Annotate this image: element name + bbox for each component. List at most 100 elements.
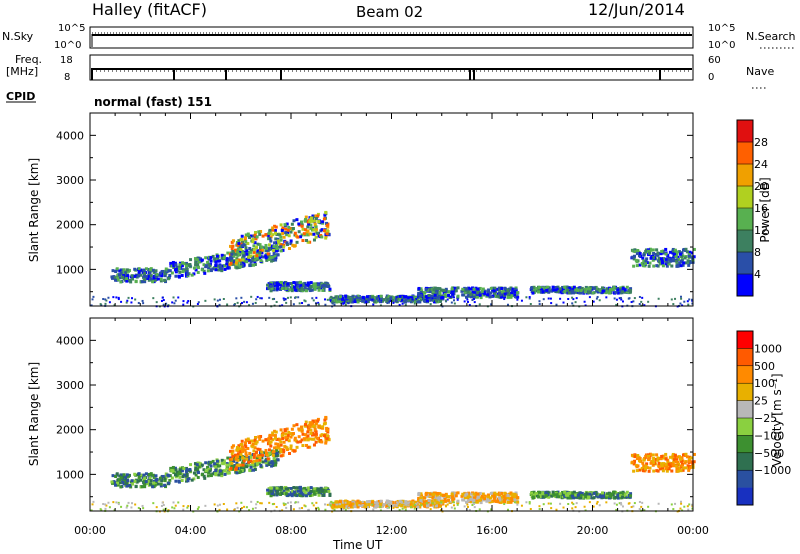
velocity-echo-cell xyxy=(601,494,605,498)
power-echo-cell xyxy=(395,298,399,302)
power-echo-cell xyxy=(164,269,168,273)
power-echo-cell xyxy=(256,295,259,298)
power-echo-cell xyxy=(498,295,502,299)
velocity-echo-cell xyxy=(242,468,246,472)
velocity-echo-cell xyxy=(120,505,123,508)
velocity-echo-cell xyxy=(152,481,156,485)
power-echo-cell xyxy=(659,257,663,261)
power-echo-cell xyxy=(387,298,390,301)
power-echo-cell xyxy=(268,237,272,241)
power-echo-cell xyxy=(161,296,164,299)
power-echo-cell xyxy=(683,300,686,303)
velocity-echo-cell xyxy=(665,469,669,473)
power-echo-cell xyxy=(240,263,244,267)
velocity-echo-cell xyxy=(197,465,201,469)
velocity-echo-cell xyxy=(252,449,256,453)
power-echo-cell xyxy=(237,242,241,246)
velocity-echo-cell xyxy=(642,458,646,462)
velocity-echo-cell xyxy=(243,443,247,447)
power-echo-cell xyxy=(310,232,314,236)
power-echo-cell xyxy=(284,231,288,235)
power-echo-cell xyxy=(644,260,648,264)
power-echo-cell xyxy=(184,272,188,276)
velocity-echo-cell xyxy=(159,484,163,488)
velocity-echo-cell xyxy=(142,473,146,477)
velocity-echo-cell xyxy=(167,509,170,512)
power-echo-cell xyxy=(330,300,334,304)
power-echo-cell xyxy=(256,242,260,246)
velocity-echo-cell xyxy=(314,435,318,439)
power-echo-cell xyxy=(496,294,500,298)
power-echo-cell xyxy=(677,250,681,254)
velocity-echo-cell xyxy=(240,507,243,510)
velocity-echo-cell xyxy=(330,500,333,503)
velocity-echo-cell xyxy=(203,476,207,480)
power-echo-cell xyxy=(429,303,432,306)
velocity-echo-cell xyxy=(160,504,163,507)
power-echo-cell xyxy=(153,278,157,282)
power-echo-cell xyxy=(401,302,404,305)
velocity-echo-cell xyxy=(236,469,240,473)
velocity-echo-cell xyxy=(296,489,300,493)
velocity-echo-cell xyxy=(252,468,256,472)
velocity-echo-cell xyxy=(245,457,249,461)
velocity-echo-cell xyxy=(306,434,310,438)
velocity-echo-cell xyxy=(686,464,690,468)
power-echo-cell xyxy=(297,296,300,299)
power-echo-cell xyxy=(309,281,313,285)
power-echo-cell xyxy=(160,299,163,302)
noise-right-tick-top: 10^5 xyxy=(708,23,735,34)
power-echo-cell xyxy=(317,303,320,306)
power-echo-cell xyxy=(125,277,129,281)
velocity-echo-cell xyxy=(571,501,574,504)
freq-left-tick-top: 18 xyxy=(60,55,73,66)
colorbar-tick-label: 28 xyxy=(754,136,768,149)
velocity-echo-cell xyxy=(253,465,257,469)
velocity-echo-cell xyxy=(255,440,259,444)
power-echo-cell xyxy=(275,281,279,285)
velocity-echo-cell xyxy=(510,499,514,503)
power-echo-cell xyxy=(312,238,316,242)
power-echo-cell xyxy=(443,292,447,296)
velocity-echo-cell xyxy=(312,504,315,507)
velocity-echo-cell xyxy=(689,456,693,460)
power-echo-cell xyxy=(625,285,629,289)
velocity-echo-cell xyxy=(271,438,275,442)
power-echo-cell xyxy=(231,249,235,253)
power-echo-cell xyxy=(282,281,286,285)
velocity-echo-cell xyxy=(642,464,646,468)
power-echo-cell xyxy=(473,296,476,299)
power-echo-cell xyxy=(649,248,653,252)
power-echo-cell xyxy=(587,290,591,294)
velocity-echo-cell xyxy=(303,433,307,437)
velocity-echo-cell xyxy=(249,439,253,443)
velocity-echo-cell xyxy=(540,495,544,499)
power-echo-cell xyxy=(149,277,153,281)
power-echo-cell xyxy=(239,265,243,269)
velocity-echo-cell xyxy=(142,507,145,510)
power-echo-cell xyxy=(269,235,273,239)
power-echo-cell xyxy=(479,296,483,300)
velocity-echo-cell xyxy=(301,507,304,510)
velocity-echo-cell xyxy=(321,425,325,429)
power-echo-cell xyxy=(497,286,501,290)
power-echo-cell xyxy=(258,251,262,255)
velocity-echo-cell xyxy=(491,492,495,496)
velocity-echo-cell xyxy=(317,439,321,443)
velocity-echo-cell xyxy=(157,478,161,482)
power-echo-cell xyxy=(325,221,329,225)
velocity-echo-cell xyxy=(509,491,513,495)
colorbar-segment xyxy=(737,230,753,253)
power-echo-cell xyxy=(388,301,391,304)
power-echo-cell xyxy=(115,296,118,299)
velocity-echo-cell xyxy=(219,469,223,473)
velocity-echo-cell xyxy=(387,503,390,506)
velocity-echo-cell xyxy=(270,460,274,464)
velocity-echo-cell xyxy=(215,459,219,463)
velocity-echo-cell xyxy=(117,501,120,504)
velocity-echo-cell xyxy=(276,442,280,446)
power-echo-cell xyxy=(371,298,374,301)
velocity-echo-cell xyxy=(542,503,545,506)
power-echo-cell xyxy=(279,223,283,227)
power-echo-cell xyxy=(239,261,243,265)
